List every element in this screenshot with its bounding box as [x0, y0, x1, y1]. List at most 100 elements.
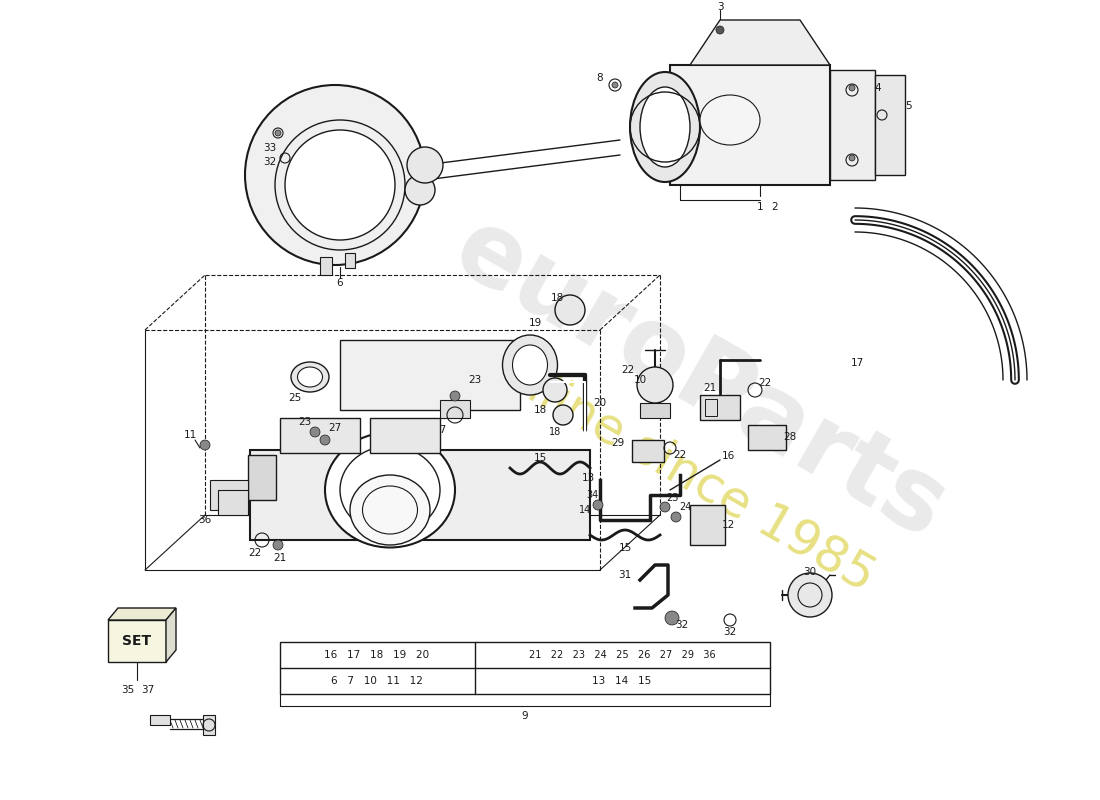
Bar: [748, 425, 786, 450]
Circle shape: [320, 435, 330, 445]
Text: 34: 34: [586, 490, 598, 500]
Circle shape: [660, 502, 670, 512]
Text: 1: 1: [757, 202, 763, 212]
Polygon shape: [166, 608, 176, 662]
Circle shape: [716, 26, 724, 34]
Text: 6: 6: [337, 278, 343, 288]
Text: 36: 36: [198, 515, 211, 525]
Text: 3: 3: [717, 2, 724, 12]
Text: 20: 20: [593, 398, 606, 408]
Ellipse shape: [700, 95, 760, 145]
Bar: [108, 620, 166, 662]
Text: 32: 32: [263, 157, 276, 167]
Text: 18: 18: [549, 427, 561, 437]
Polygon shape: [690, 20, 830, 65]
Circle shape: [310, 427, 320, 437]
Circle shape: [849, 85, 855, 91]
Circle shape: [671, 512, 681, 522]
Circle shape: [450, 391, 460, 401]
Bar: [700, 395, 740, 420]
Text: 22: 22: [249, 548, 262, 558]
Ellipse shape: [350, 475, 430, 545]
Bar: [345, 253, 355, 268]
Circle shape: [788, 573, 832, 617]
Text: 19: 19: [528, 318, 541, 328]
Text: 8: 8: [596, 73, 603, 83]
Circle shape: [849, 155, 855, 161]
Bar: [370, 418, 440, 453]
Text: 15: 15: [618, 543, 631, 553]
Text: 31: 31: [618, 570, 631, 580]
Ellipse shape: [640, 87, 690, 167]
Bar: [640, 403, 670, 418]
Text: 27: 27: [433, 425, 447, 435]
Circle shape: [666, 611, 679, 625]
Text: 10: 10: [634, 375, 647, 385]
Ellipse shape: [297, 367, 322, 387]
Text: 33: 33: [263, 143, 276, 153]
Text: online since 1985: online since 1985: [477, 339, 883, 601]
Text: 21   22   23   24   25   26   27   29   36: 21 22 23 24 25 26 27 29 36: [529, 650, 715, 660]
Bar: [670, 65, 830, 185]
Circle shape: [275, 130, 280, 136]
Bar: [830, 70, 874, 180]
Text: 17: 17: [850, 358, 864, 368]
Text: 16   17   18   19   20: 16 17 18 19 20: [324, 650, 430, 660]
Text: 2: 2: [772, 202, 779, 212]
Text: 4: 4: [874, 83, 881, 93]
Circle shape: [612, 82, 618, 88]
Ellipse shape: [503, 335, 558, 395]
Text: 37: 37: [142, 685, 155, 695]
Text: 18: 18: [534, 405, 547, 415]
Ellipse shape: [292, 362, 329, 392]
Text: 32: 32: [675, 620, 689, 630]
Bar: [440, 400, 470, 418]
Ellipse shape: [630, 72, 700, 182]
Text: 21: 21: [274, 553, 287, 563]
Text: 15: 15: [534, 453, 547, 463]
Ellipse shape: [324, 433, 455, 547]
Bar: [218, 490, 248, 515]
Text: 24: 24: [679, 502, 691, 512]
Bar: [690, 505, 725, 545]
Text: 14: 14: [579, 505, 591, 515]
Text: 12: 12: [722, 520, 735, 530]
Circle shape: [200, 440, 210, 450]
Polygon shape: [108, 608, 176, 620]
Bar: [280, 642, 770, 694]
Text: 22: 22: [758, 378, 771, 388]
Circle shape: [556, 295, 585, 325]
Text: 23: 23: [469, 375, 482, 385]
Text: 13   14   15: 13 14 15: [593, 676, 651, 686]
Text: 27: 27: [329, 423, 342, 433]
Text: euroParts: euroParts: [437, 200, 964, 560]
Text: 22: 22: [621, 365, 635, 375]
Text: 16: 16: [722, 451, 735, 461]
Text: SET: SET: [122, 634, 152, 648]
Text: 35: 35: [121, 685, 134, 695]
Text: 29: 29: [612, 438, 625, 448]
Bar: [248, 455, 276, 500]
Text: 5: 5: [904, 101, 911, 111]
Circle shape: [245, 85, 425, 265]
Bar: [150, 715, 170, 725]
Circle shape: [407, 147, 443, 183]
Ellipse shape: [513, 345, 548, 385]
Text: 25: 25: [288, 393, 301, 403]
Bar: [705, 399, 717, 416]
Text: 11: 11: [184, 430, 197, 440]
Text: 28: 28: [783, 432, 796, 442]
Bar: [874, 75, 905, 175]
Circle shape: [553, 405, 573, 425]
Text: 30: 30: [803, 567, 816, 577]
Bar: [280, 418, 360, 453]
Text: 21: 21: [703, 383, 716, 393]
Bar: [340, 340, 520, 410]
Bar: [320, 257, 332, 275]
Bar: [210, 480, 248, 510]
Bar: [250, 450, 590, 540]
Text: 18: 18: [550, 293, 563, 303]
Circle shape: [405, 175, 435, 205]
Text: 22: 22: [673, 450, 686, 460]
Text: 26: 26: [424, 420, 437, 430]
